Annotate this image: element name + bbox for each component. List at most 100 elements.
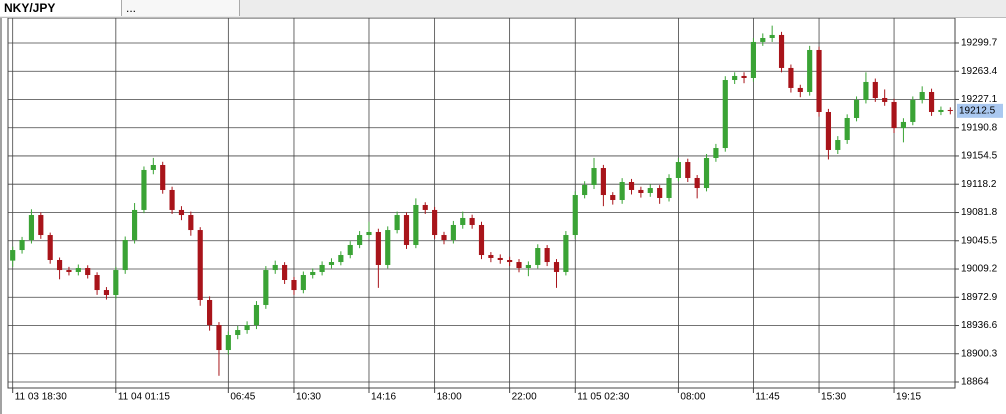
candle-body bbox=[225, 335, 231, 351]
candle-body bbox=[853, 100, 860, 118]
y-tick-label: 18972.9 bbox=[961, 292, 998, 303]
y-tick-label: 19009.2 bbox=[961, 264, 998, 275]
candle-body bbox=[497, 257, 503, 260]
candle-body bbox=[807, 49, 813, 92]
more-tab[interactable]: ... bbox=[122, 0, 240, 16]
candle-body bbox=[563, 235, 569, 272]
x-tick-label: 11 04 01:15 bbox=[118, 392, 171, 403]
candle-body bbox=[441, 235, 447, 240]
y-tick-label: 19045.5 bbox=[961, 235, 998, 246]
candle-body bbox=[544, 248, 550, 263]
x-tick-label: 19:15 bbox=[896, 392, 921, 403]
x-tick-label: 11 03 18:30 bbox=[15, 392, 68, 403]
candle-body bbox=[169, 189, 175, 210]
candle-body bbox=[778, 34, 785, 68]
candle-body bbox=[385, 230, 391, 265]
candle-body bbox=[263, 270, 269, 305]
candle-body bbox=[553, 262, 560, 272]
x-tick-label: 15:30 bbox=[821, 392, 846, 403]
candle-body bbox=[469, 217, 475, 225]
candle-body bbox=[478, 224, 485, 256]
candle-body bbox=[797, 87, 803, 92]
candle-body bbox=[619, 182, 625, 201]
x-tick-label: 11 05 02:30 bbox=[577, 392, 630, 403]
candle-body bbox=[460, 217, 466, 225]
candle-body bbox=[216, 325, 222, 351]
candle-body bbox=[75, 268, 81, 272]
candle-body bbox=[394, 215, 400, 231]
candle-body bbox=[900, 121, 907, 129]
candle-body bbox=[947, 109, 953, 111]
y-tick-label: 18864 bbox=[961, 377, 989, 388]
candle-body bbox=[178, 209, 185, 216]
candle-body bbox=[591, 168, 597, 185]
candle-body bbox=[450, 224, 456, 240]
candle-body bbox=[197, 230, 203, 300]
x-tick-label: 08:00 bbox=[680, 392, 705, 403]
candle-body bbox=[657, 188, 663, 198]
candle-body bbox=[244, 325, 250, 331]
candle-body bbox=[816, 49, 822, 112]
candle-body bbox=[85, 268, 91, 276]
current-price-box bbox=[957, 103, 1003, 118]
candle-body bbox=[638, 189, 644, 194]
candle-body bbox=[160, 164, 166, 190]
x-tick-label: 14:16 bbox=[371, 392, 396, 403]
candle-body bbox=[872, 81, 878, 98]
candle-body bbox=[47, 235, 53, 260]
candle-body bbox=[113, 270, 119, 296]
candle-body bbox=[516, 262, 522, 269]
candle-body bbox=[366, 231, 372, 236]
candle-body bbox=[375, 231, 381, 265]
candle-body bbox=[525, 264, 531, 269]
candle-body bbox=[535, 248, 541, 265]
candle-body bbox=[347, 244, 353, 256]
y-tick-label: 19299.7 bbox=[961, 38, 998, 49]
candle-body bbox=[103, 290, 110, 296]
candle-body bbox=[919, 92, 925, 101]
candle-body bbox=[403, 215, 410, 245]
candle-body bbox=[507, 259, 513, 263]
candle-body bbox=[300, 275, 306, 291]
candle-body bbox=[703, 157, 710, 189]
y-tick-label: 19118.2 bbox=[961, 179, 997, 190]
x-tick-label: 18:00 bbox=[437, 392, 462, 403]
symbol-tab[interactable]: NKY/JPY bbox=[0, 0, 122, 16]
candle-body bbox=[628, 182, 635, 190]
candle-body bbox=[750, 41, 756, 78]
candle-body bbox=[928, 92, 935, 112]
candle-body bbox=[760, 37, 766, 42]
x-tick-label: 06:45 bbox=[230, 392, 255, 403]
candle-body bbox=[357, 235, 363, 245]
candle-body bbox=[328, 262, 335, 265]
candle-body bbox=[38, 215, 44, 236]
candle-body bbox=[891, 101, 897, 129]
candle-body bbox=[282, 264, 288, 280]
candle-body bbox=[235, 330, 241, 336]
candle-body bbox=[666, 177, 672, 198]
y-tick-label: 18900.3 bbox=[961, 348, 998, 359]
candle-body bbox=[338, 255, 344, 263]
plot-frame bbox=[7, 17, 956, 389]
candle-body bbox=[741, 75, 747, 78]
candle-body bbox=[319, 264, 325, 272]
candle-body bbox=[685, 162, 691, 178]
candle-body bbox=[432, 209, 438, 236]
candle-body bbox=[825, 111, 831, 150]
candle-body bbox=[413, 204, 419, 245]
candle-body bbox=[647, 188, 653, 194]
tab-bar: NKY/JPY ... bbox=[0, 0, 1006, 18]
candle-body bbox=[910, 100, 916, 122]
candle-body bbox=[207, 299, 213, 326]
candle-body bbox=[769, 34, 775, 38]
candle-body bbox=[132, 209, 138, 240]
candle-body bbox=[582, 184, 588, 196]
candle-body bbox=[422, 204, 428, 210]
candle-body bbox=[19, 240, 25, 251]
candle-body bbox=[732, 75, 738, 81]
y-tick-label: 19154.5 bbox=[961, 151, 998, 162]
candle-body bbox=[122, 240, 128, 271]
x-tick-label: 10:30 bbox=[296, 392, 321, 403]
candle-body bbox=[150, 164, 156, 170]
